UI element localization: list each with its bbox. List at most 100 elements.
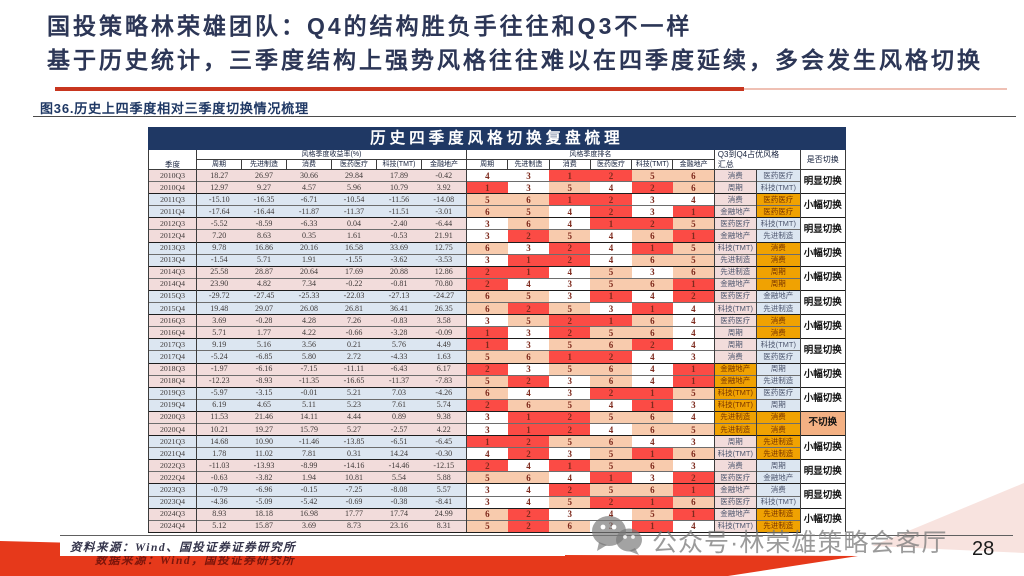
rank-cell: 5 (590, 483, 632, 497)
switch-cell: 小幅切换 (799, 362, 846, 388)
return-cell: 23.16 (376, 519, 422, 533)
return-cell: 7.61 (376, 398, 422, 412)
rank-cell: 6 (672, 265, 715, 279)
rank-cell: 3 (465, 495, 508, 509)
switch-cell: 明显切换 (799, 459, 846, 484)
footer-strip-note: 数据来源：Wind，国投证券研究所 (95, 555, 296, 567)
rank-cell: 4 (549, 265, 591, 279)
top-style-1-cell: 消费 (713, 193, 757, 206)
rank-cell: 2 (507, 302, 550, 315)
top-style-1-cell: 金融地产 (713, 507, 757, 521)
return-cell: -0.63 (196, 471, 242, 484)
rank-cell: 2 (465, 362, 508, 376)
return-cell: 7.26 (331, 314, 377, 327)
rank-cell: 4 (507, 277, 550, 291)
rank-cell: 1 (507, 265, 550, 279)
rank-cell: 6 (590, 435, 632, 448)
rank-cell: 5 (465, 350, 508, 363)
rank-cell: 2 (590, 350, 632, 363)
return-cell: 9.27 (241, 181, 287, 194)
rank-cell: 5 (549, 181, 591, 194)
return-cell: 15.79 (286, 422, 332, 436)
style-switch-table-container: 历史四季度风格切换复盘梳理 季度 风格季度收益率(%) 风格季度排名 Q3到Q4占优风格… (148, 127, 846, 533)
rank-cell: 5 (465, 374, 508, 388)
return-cell: -3.28 (376, 326, 422, 339)
rank-cell: 3 (507, 241, 550, 255)
return-cell: -0.83 (376, 314, 422, 327)
rank-cell: 5 (590, 326, 632, 339)
style-switch-table: 历史四季度风格切换复盘梳理 季度 风格季度收益率(%) 风格季度排名 Q3到Q4占优风格… (148, 127, 846, 533)
rank-cell: 6 (631, 410, 673, 424)
rank-cell: 4 (672, 193, 715, 206)
top-style-1-cell: 科技(TMT) (713, 241, 757, 255)
return-cell: 21.91 (421, 229, 467, 243)
return-cell: 1.63 (421, 350, 467, 363)
rank-cell: 6 (465, 289, 508, 303)
rank-cell: 3 (465, 253, 508, 267)
rank-cell: 6 (507, 350, 550, 363)
return-cell: -6.43 (376, 362, 422, 376)
return-cell: -11.87 (286, 205, 332, 218)
rank-cell: 2 (549, 241, 591, 255)
table-title: 历史四季度风格切换复盘梳理 (148, 127, 846, 150)
rank-cell: 2 (465, 265, 508, 279)
rank-cell: 2 (507, 435, 550, 448)
top-style-2-cell: 医药医疗 (755, 168, 801, 182)
return-cell: 0.31 (331, 447, 377, 460)
top-style-2-cell: 先进制造 (755, 519, 801, 533)
rank-cell: 4 (590, 422, 632, 436)
rank-cell: 5 (507, 314, 550, 327)
return-cell: -11.37 (376, 374, 422, 388)
return-cell: -6.85 (241, 350, 287, 363)
return-cell: 5.96 (331, 181, 377, 194)
return-cell: -6.16 (241, 362, 287, 376)
top-style-1-cell: 消费 (713, 459, 757, 472)
rank-cell: 3 (631, 471, 673, 484)
rank-cell: 6 (672, 495, 715, 509)
table-row: 2014Q4 23.90 4.82 7.34 -0.22 -0.81 70.80 2 4 3 5 6 1… (148, 277, 846, 291)
rank-cell: 4 (672, 519, 715, 533)
rank-style-header: 周期 (465, 159, 509, 170)
rank-cell: 3 (549, 289, 591, 303)
rank-cell: 2 (507, 507, 550, 521)
return-cell: 1.61 (331, 229, 377, 243)
top-style-2-cell: 医药医疗 (755, 350, 801, 363)
return-cell: 4.82 (241, 277, 287, 291)
return-cell: 28.87 (241, 265, 287, 279)
top-style-1-cell: 医药医疗 (713, 495, 757, 509)
rank-cell: 6 (631, 483, 673, 497)
return-cell: -1.97 (196, 362, 242, 376)
return-cell: -14.08 (421, 193, 467, 206)
switch-cell: 小幅切换 (799, 314, 846, 339)
rank-cell: 5 (465, 471, 508, 484)
rank-cell: 5 (672, 253, 715, 267)
quarter-cell: 2023Q3 (148, 483, 197, 497)
return-cell: 9.19 (196, 338, 242, 351)
rank-cell: 2 (507, 229, 550, 243)
rank-cell: 2 (465, 398, 508, 412)
table-row: 2019Q4 6.19 4.65 5.11 5.23 7.61 5.74 2 6 5 4 1 3 科技(T… (148, 398, 846, 412)
return-cell: 26.08 (286, 302, 332, 315)
return-cell: 8.63 (241, 229, 287, 243)
rank-cell: 4 (672, 326, 715, 339)
slide-title-line1: 国投策略林荣雄团队：Q4的结构胜负手往往和Q3不一样 (47, 13, 693, 39)
return-cell: -16.44 (241, 205, 287, 218)
return-cell: 4.28 (286, 314, 332, 327)
return-cell: -2.57 (376, 422, 422, 436)
rank-cell: 1 (631, 302, 673, 315)
rank-cell: 1 (672, 277, 715, 291)
rank-cell: 3 (631, 193, 673, 206)
quarter-cell: 2014Q3 (148, 265, 197, 279)
return-cell: 26.35 (421, 302, 467, 315)
quarter-cell: 2024Q4 (148, 519, 197, 533)
return-cell: -10.54 (331, 193, 377, 206)
switch-cell: 明显切换 (799, 338, 846, 363)
top-style-1-cell: 医药医疗 (713, 289, 757, 303)
rank-cell: 1 (631, 241, 673, 255)
rank-cell: 6 (549, 519, 591, 533)
top-style-2-cell: 医药医疗 (755, 205, 801, 218)
quarter-cell: 2023Q4 (148, 495, 197, 509)
top-style-1-cell: 先进制造 (713, 410, 757, 424)
top-style-2-cell: 消费 (755, 253, 801, 267)
switch-cell: 明显切换 (799, 168, 846, 194)
